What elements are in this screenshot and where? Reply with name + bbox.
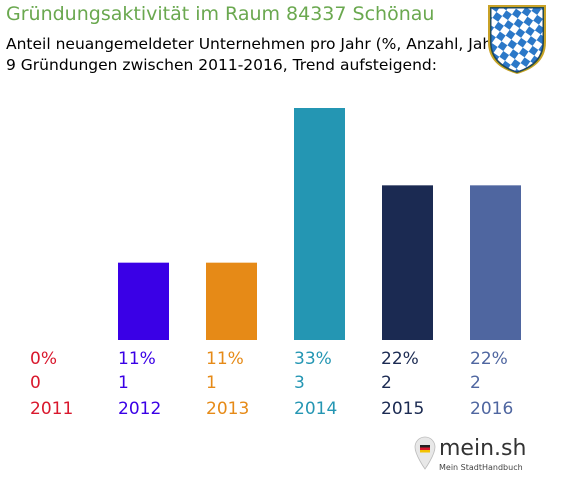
count-label-2013: 1 xyxy=(206,373,217,393)
count-label-2014: 3 xyxy=(294,373,305,393)
bar-group xyxy=(118,108,521,340)
count-label-2015: 2 xyxy=(381,373,392,393)
percent-label-2016: 22% xyxy=(470,349,508,369)
chart-subtitle-line2: 9 Gründungen zwischen 2011-2016, Trend a… xyxy=(6,56,437,74)
year-label-2011: 2011 xyxy=(30,399,73,419)
logo-tagline: Mein StadtHandbuch xyxy=(439,463,523,472)
year-label-2016: 2016 xyxy=(470,399,513,419)
logo-name: mein.sh xyxy=(439,436,527,461)
year-label-2014: 2014 xyxy=(294,399,337,419)
count-label-2012: 1 xyxy=(118,373,129,393)
bavaria-crest-icon xyxy=(488,5,546,74)
count-label-2011: 0 xyxy=(30,373,41,393)
year-label-2013: 2013 xyxy=(206,399,249,419)
year-label-2012: 2012 xyxy=(118,399,161,419)
percent-label-2011: 0% xyxy=(30,349,57,369)
year-label-2015: 2015 xyxy=(381,399,424,419)
bar-2015 xyxy=(382,185,433,340)
map-marker-icon xyxy=(414,436,436,470)
percent-label-2012: 11% xyxy=(118,349,156,369)
percent-label-2015: 22% xyxy=(381,349,419,369)
mein-sh-logo[interactable]: mein.sh Mein StadtHandbuch xyxy=(413,433,527,479)
percent-label-2013: 11% xyxy=(206,349,244,369)
bar-2013 xyxy=(206,262,257,340)
bar-2014 xyxy=(294,108,345,340)
bar-2016 xyxy=(470,185,521,340)
count-label-2016: 2 xyxy=(470,373,481,393)
bar-chart: 0% 0 2011 11% 1 2012 11% 1 2013 33% 3 2014 22% 2 2015 2… xyxy=(30,108,521,419)
label-group: 0% 0 2011 11% 1 2012 11% 1 2013 33% 3 2014 22% 2 2015 2… xyxy=(30,349,513,419)
percent-label-2014: 33% xyxy=(294,349,332,369)
chart-subtitle-line1: Anteil neuangemeldeter Unternehmen pro J… xyxy=(6,35,505,53)
chart-title: Gründungsaktivität im Raum 84337 Schönau xyxy=(6,3,435,25)
bar-2012 xyxy=(118,262,169,340)
